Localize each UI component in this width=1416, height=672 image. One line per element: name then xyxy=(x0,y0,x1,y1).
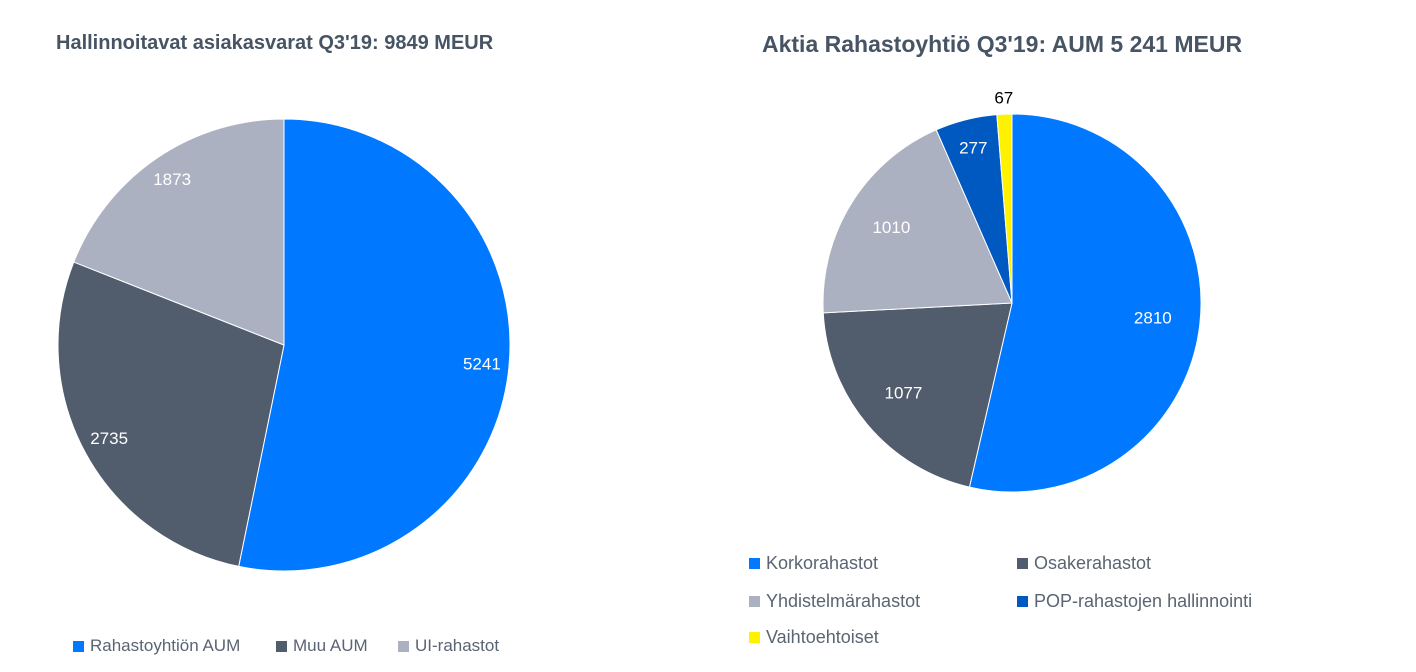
legend-label: Yhdistelmärahastot xyxy=(766,591,921,611)
legend-swatch xyxy=(73,640,84,652)
legend-item-yhdistelmarahastot: Yhdistelmärahastot xyxy=(749,591,920,612)
pie-data-label-2: 1010 xyxy=(872,218,910,237)
legend-label: Osakerahastot xyxy=(1034,553,1152,573)
legend-swatch xyxy=(749,558,760,569)
pie-slice-1 xyxy=(822,302,1013,488)
pie-data-label-2: 1873 xyxy=(153,170,191,189)
pie-slice-4 xyxy=(996,113,1013,304)
legend-swatch xyxy=(398,640,409,652)
legend-swatch xyxy=(276,640,287,652)
pie-data-label-1: 1077 xyxy=(884,384,922,403)
pie-slice-0 xyxy=(968,113,1202,493)
legend-label: UI-rahastot xyxy=(415,636,500,655)
pie-slice-0 xyxy=(238,118,511,572)
legend-swatch xyxy=(1017,596,1028,607)
legend-item-korkorahastot: Korkorahastot xyxy=(749,553,878,574)
legend-swatch xyxy=(749,596,760,607)
pie-data-label-0: 2810 xyxy=(1134,309,1172,328)
legend-label: Rahastoyhtiön AUM xyxy=(90,636,241,655)
pie-data-label-4: 67 xyxy=(994,89,1013,108)
legend-item-muu-aum: Muu AUM xyxy=(276,636,368,656)
legend-swatch xyxy=(1017,558,1028,569)
chart-title-right: Aktia Rahastoyhtiö Q3'19: AUM 5 241 MEUR xyxy=(762,31,1243,57)
legend-swatch xyxy=(749,632,760,643)
legend-item-pop-rahastojen-hallinnointi: POP-rahastojen hallinnointi xyxy=(1017,591,1252,612)
chart-title-left: Hallinnoitavat asiakasvarat Q3'19: 9849 … xyxy=(56,32,494,54)
legend-item-ui-rahastot: UI-rahastot xyxy=(398,636,499,656)
pie-slice-1 xyxy=(57,261,285,568)
legend-item-vaihtoehtoiset: Vaihtoehtoiset xyxy=(749,627,879,648)
legend-label: Vaihtoehtoiset xyxy=(766,627,879,647)
legend-item-osakerahastot: Osakerahastot xyxy=(1017,553,1151,574)
pie-data-label-3: 277 xyxy=(959,139,987,158)
legend-item-rahastoyhtion-aum: Rahastoyhtiön AUM xyxy=(73,636,240,656)
pie-data-label-1: 2735 xyxy=(90,429,128,448)
legend-label: Korkorahastot xyxy=(766,553,879,573)
legend-label: POP-rahastojen hallinnointi xyxy=(1034,591,1253,611)
legend-label: Muu AUM xyxy=(293,636,368,655)
pie-slice-2 xyxy=(73,118,285,346)
pie-data-label-0: 5241 xyxy=(463,355,501,374)
pie-slice-2 xyxy=(822,129,1013,314)
